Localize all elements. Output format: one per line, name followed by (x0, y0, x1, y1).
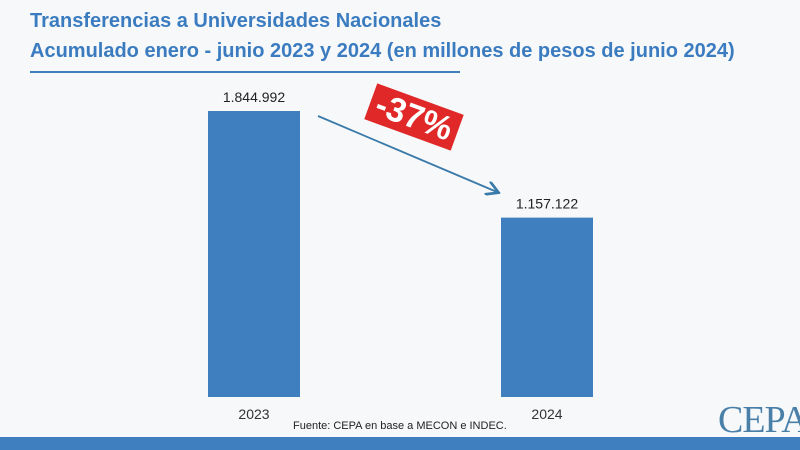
chart-title-line1: Transferencias a Universidades Nacionale… (30, 10, 442, 32)
data-label: 1.844.992 (223, 89, 285, 105)
bar-2024 (501, 217, 593, 397)
cepa-logo: CEPA (718, 399, 800, 441)
chart-title-line2: Acumulado enero - junio 2023 y 2024 (en … (30, 40, 735, 62)
footer-band (0, 437, 800, 450)
x-tick-label: 2023 (238, 406, 269, 422)
bar-2023 (208, 111, 300, 397)
source-note: Fuente: CEPA en base a MECON e INDEC. (293, 420, 507, 432)
x-tick-label: 2024 (531, 406, 562, 422)
data-label: 1.157.122 (516, 196, 578, 212)
decrease-arrow (317, 115, 497, 192)
